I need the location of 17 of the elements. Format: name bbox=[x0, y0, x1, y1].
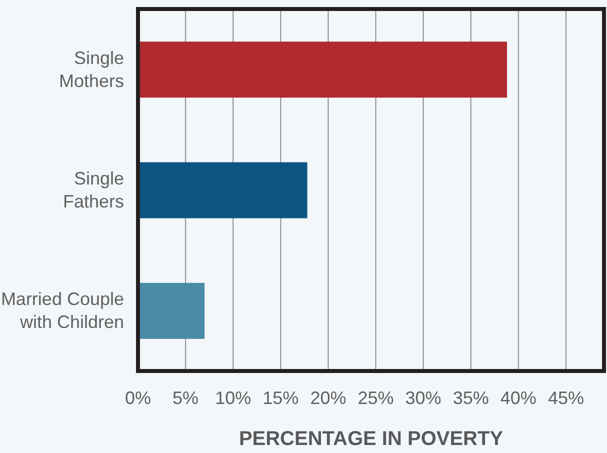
x-tick-label: 10% bbox=[215, 388, 252, 408]
x-tick-label: 20% bbox=[310, 388, 346, 408]
x-tick-label: 45% bbox=[548, 388, 584, 408]
y-tick-label: Married Couple with Children bbox=[0, 289, 124, 332]
x-tick-label: 35% bbox=[452, 388, 489, 408]
x-tick-label: 25% bbox=[358, 388, 394, 408]
bar bbox=[138, 162, 308, 218]
x-axis-title: PERCENTAGE IN POVERTY bbox=[238, 428, 504, 450]
x-tick-label: 5% bbox=[172, 388, 199, 408]
x-tick-label: 40% bbox=[500, 388, 536, 408]
y-tick-label: Single Mothers bbox=[58, 48, 124, 91]
bar bbox=[138, 42, 507, 98]
x-tick-label: 30% bbox=[405, 388, 442, 408]
bar bbox=[138, 282, 205, 339]
y-tick-label: Single Fathers bbox=[62, 168, 124, 212]
x-tick-label: 0% bbox=[124, 388, 152, 408]
x-tick-label: 15% bbox=[262, 388, 299, 408]
